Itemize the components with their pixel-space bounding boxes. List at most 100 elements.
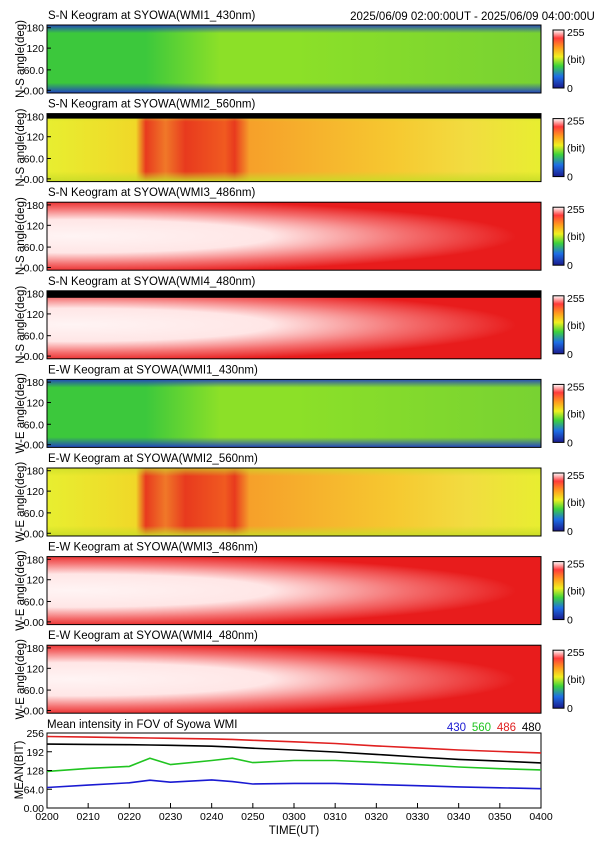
line-x-tick-label: 0340 (447, 811, 471, 823)
keogram-title: S-N Keogram at SYOWA(WMI1_430nm) (48, 10, 255, 22)
keogram-frame (46, 378, 542, 448)
colorbar-min-label: 0 (567, 83, 573, 95)
keogram-edge-shade (47, 379, 541, 448)
keogram-y-tick-label: 0.00 (24, 617, 45, 629)
keogram-title: S-N Keogram at SYOWA(WMI4_480nm) (48, 276, 255, 288)
line-y-tick-label: 192 (26, 747, 44, 759)
keogram-y-tick-label: 180 (26, 23, 44, 35)
colorbar-unit-label: (bit) (567, 231, 585, 243)
keogram-no-data-strip (47, 290, 541, 298)
keogram-frame (46, 467, 542, 537)
legend-entry-486: 486 (497, 722, 516, 734)
colorbar (552, 383, 565, 443)
keogram-title: E-W Keogram at SYOWA(WMI1_430nm) (48, 364, 258, 376)
keogram-panel-2: S-N Keogram at SYOWA(WMI2_560nm) 180 120 60… (15, 99, 585, 187)
keogram-y-tick-label: 60.0 (24, 419, 45, 431)
colorbar-unit-label: (bit) (567, 143, 585, 155)
colorbar-max-label: 255 (567, 381, 585, 393)
series-line-486 (46, 735, 542, 754)
keogram-title: S-N Keogram at SYOWA(WMI2_560nm) (48, 99, 255, 111)
colorbar-min-label: 0 (567, 703, 573, 715)
keogram-y-tick-label: 120 (26, 575, 44, 587)
keogram-edge-shade (47, 468, 541, 536)
keogram-title: E-W Keogram at SYOWA(WMI4_480nm) (48, 630, 258, 642)
series-line-480 (46, 743, 542, 764)
line-chart-title: Mean intensity in FOV of Syowa WMI (47, 719, 237, 731)
keogram-y-tick-label: 0.00 (24, 528, 45, 540)
keogram-y-tick-label: 60.0 (24, 242, 45, 254)
keogram-y-tick-label: 180 (26, 377, 44, 389)
keogram-y-tick-label: 60.0 (24, 596, 45, 608)
series-line-430 (46, 779, 542, 790)
line-x-tick-label: 0210 (76, 811, 100, 823)
line-y-tick-label: 64.0 (24, 784, 45, 796)
line-x-tick-label: 0250 (241, 811, 265, 823)
keogram-y-tick-label: 60.0 (24, 685, 45, 697)
keogram-frame (46, 113, 542, 183)
keogram-title: E-W Keogram at SYOWA(WMI3_486nm) (48, 542, 258, 554)
keogram-y-tick-label: 60.0 (24, 508, 45, 520)
keogram-y-axis-label: N-S angle(deg) (15, 286, 27, 364)
keogram-y-tick-label: 180 (26, 643, 44, 655)
keogram-y-tick-label: 0.00 (24, 174, 45, 186)
line-x-tick-label: 0230 (159, 811, 183, 823)
colorbar-max-label: 255 (567, 559, 585, 571)
line-x-tick-label: 0240 (200, 811, 224, 823)
colorbar (552, 649, 565, 709)
keogram-panel-8: E-W Keogram at SYOWA(WMI4_480nm) 180 120 60… (15, 630, 585, 719)
colorbar (552, 118, 565, 178)
colorbar-min-label: 0 (567, 615, 573, 627)
colorbar (552, 472, 565, 532)
colorbar-min-label: 0 (567, 260, 573, 272)
keogram-y-axis-label: N-S angle(deg) (15, 197, 27, 275)
legend-entry-560: 560 (472, 722, 491, 734)
colorbar-max-label: 255 (567, 116, 585, 128)
keogram-y-axis-label: W-E angle(deg) (15, 550, 27, 630)
colorbar-max-label: 255 (567, 647, 585, 659)
keogram-no-data-strip (47, 113, 541, 119)
colorbar-unit-label: (bit) (567, 586, 585, 598)
keogram-y-tick-label: 120 (26, 486, 44, 498)
line-x-tick-label: 0350 (488, 811, 512, 823)
keogram-edge-shade (47, 113, 541, 182)
line-x-ticks: 0200 0210 0220 0230 0240 0250 0300 0310 0320 0330… (35, 803, 553, 823)
line-y-tick-label: 0.00 (24, 803, 45, 815)
colorbar-unit-label: (bit) (567, 408, 585, 420)
keogram-y-axis-label: N-S angle(deg) (15, 108, 27, 186)
colorbar-unit-label: (bit) (567, 497, 585, 509)
keogram-frame (46, 201, 542, 271)
keogram-y-tick-label: 0.00 (24, 440, 45, 452)
colorbar-unit-label: (bit) (567, 674, 585, 686)
colorbar-min-label: 0 (567, 526, 573, 538)
keogram-glow (47, 290, 541, 359)
keogram-y-axis-label: N-S angle(deg) (15, 20, 27, 98)
colorbar-min-label: 0 (567, 172, 573, 184)
legend-entry-430: 430 (447, 722, 466, 734)
colorbar-max-label: 255 (567, 470, 585, 482)
legend-entry-480: 480 (522, 722, 541, 734)
keogram-title: E-W Keogram at SYOWA(WMI2_560nm) (48, 453, 258, 465)
line-x-tick-label: 0330 (406, 811, 430, 823)
colorbar (552, 561, 565, 621)
keogram-title: S-N Keogram at SYOWA(WMI3_486nm) (48, 187, 255, 199)
line-x-tick-label: 0310 (323, 811, 347, 823)
keogram-y-tick-label: 0.00 (24, 705, 45, 717)
keogram-panel-7: E-W Keogram at SYOWA(WMI3_486nm) 180 120 60… (15, 542, 585, 631)
keogram-glow (47, 645, 541, 714)
keogram-panel-1: S-N Keogram at SYOWA(WMI1_430nm) 180 120 60… (15, 10, 585, 98)
keogram-y-axis-label: W-E angle(deg) (15, 639, 27, 719)
colorbar-max-label: 255 (567, 27, 585, 39)
keogram-y-tick-label: 180 (26, 554, 44, 566)
keogram-panel-4: S-N Keogram at SYOWA(WMI4_480nm) 180 120 60… (15, 276, 585, 364)
keogram-y-tick-label: 120 (26, 309, 44, 321)
keogram-y-tick-label: 120 (26, 398, 44, 410)
keogram-y-tick-label: 180 (26, 289, 44, 301)
keogram-y-tick-label: 120 (26, 220, 44, 232)
line-y-tick-label: 256 (26, 728, 44, 740)
colorbar-unit-label: (bit) (567, 320, 585, 332)
keogram-y-tick-label: 120 (26, 132, 44, 144)
line-legend: 480 486 560 430 (447, 722, 541, 734)
keogram-frame (46, 290, 542, 360)
keogram-y-tick-label: 180 (26, 200, 44, 212)
